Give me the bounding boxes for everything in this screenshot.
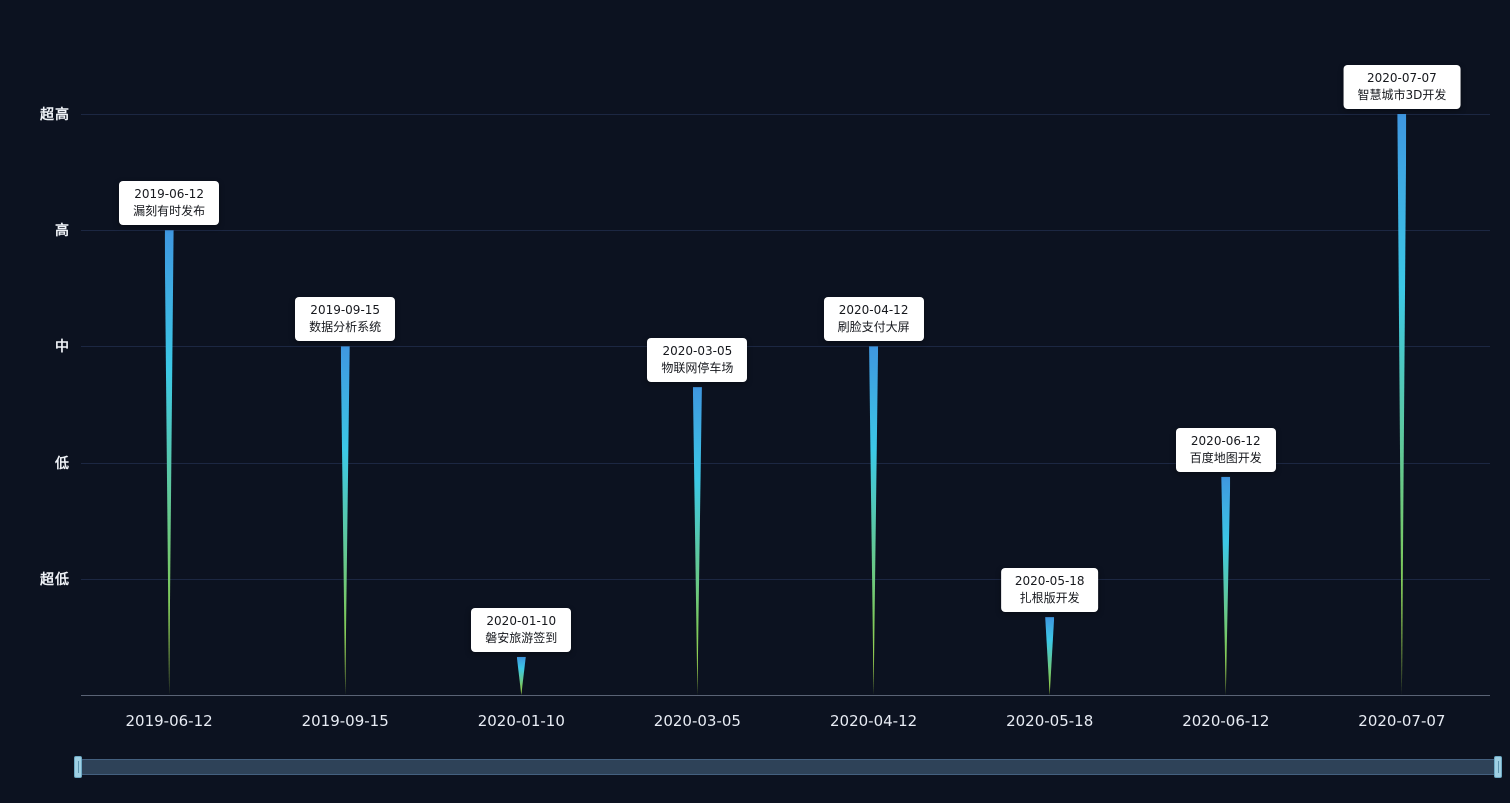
point-label: 2020-07-07 智慧城市3D开发 bbox=[1343, 65, 1461, 109]
data-needle[interactable] bbox=[1397, 114, 1407, 695]
x-axis-label: 2020-04-12 bbox=[830, 712, 918, 730]
point-label-date: 2020-01-10 bbox=[486, 613, 557, 628]
datazoom-right-handle[interactable] bbox=[1494, 756, 1502, 778]
point-label: 2019-06-12 漏刻有时发布 bbox=[119, 181, 220, 226]
point-label-title: 百度地图开发 bbox=[1189, 450, 1262, 465]
point-label: 2020-04-12 刷脸支付大屏 bbox=[823, 297, 924, 342]
point-label-title: 刷脸支付大屏 bbox=[837, 320, 910, 335]
y-axis-label: 低 bbox=[55, 455, 70, 472]
point-label-title: 物联网停车场 bbox=[661, 361, 734, 376]
data-needle[interactable] bbox=[340, 346, 350, 695]
point-label: 2020-01-10 磐安旅游签到 bbox=[471, 607, 572, 652]
point-label-date: 2020-07-07 bbox=[1367, 71, 1437, 85]
data-needle[interactable] bbox=[164, 230, 174, 695]
x-axis-label: 2019-09-15 bbox=[301, 712, 389, 730]
point-label-date: 2019-09-15 bbox=[310, 303, 381, 318]
point-label-title: 数据分析系统 bbox=[309, 320, 382, 335]
point-label: 2019-09-15 数据分析系统 bbox=[295, 297, 396, 342]
x-axis-label: 2020-05-18 bbox=[1006, 712, 1094, 730]
point-label-title: 磐安旅游签到 bbox=[485, 630, 558, 645]
y-axis-label: 超低 bbox=[40, 571, 70, 588]
y-axis-label: 中 bbox=[55, 339, 70, 356]
point-label-title: 扎根版开发 bbox=[1019, 591, 1080, 606]
data-needle[interactable] bbox=[516, 656, 526, 695]
point-label: 2020-05-18 扎根版开发 bbox=[1000, 568, 1099, 613]
gridline bbox=[81, 114, 1490, 115]
gridline bbox=[81, 230, 1490, 232]
point-label: 2020-06-12 百度地图开发 bbox=[1175, 427, 1276, 472]
point-label-date: 2019-06-12 bbox=[134, 187, 204, 202]
gridline bbox=[81, 346, 1490, 348]
point-label-title: 漏刻有时发布 bbox=[133, 204, 206, 219]
x-axis-label: 2020-01-10 bbox=[477, 712, 565, 730]
datazoom-track[interactable] bbox=[81, 759, 1497, 775]
x-axis-line bbox=[81, 695, 1490, 696]
data-needle[interactable] bbox=[1221, 476, 1231, 695]
y-axis-label: 超高 bbox=[40, 107, 70, 123]
point-label-date: 2020-06-12 bbox=[1190, 433, 1261, 448]
datazoom-left-handle[interactable] bbox=[74, 756, 82, 778]
point-label: 2020-03-05 物联网停车场 bbox=[647, 338, 748, 383]
gridline bbox=[81, 462, 1490, 464]
x-axis-label: 2020-03-05 bbox=[653, 712, 741, 730]
point-label-date: 2020-03-05 bbox=[662, 344, 733, 359]
x-axis-label: 2020-07-07 bbox=[1358, 712, 1446, 730]
y-axis-label: 高 bbox=[55, 223, 70, 240]
point-label-date: 2020-05-18 bbox=[1014, 574, 1085, 589]
point-label-date: 2020-04-12 bbox=[838, 303, 909, 318]
data-needle[interactable] bbox=[692, 387, 702, 695]
gridline bbox=[81, 578, 1490, 580]
x-axis-label: 2019-06-12 bbox=[125, 712, 213, 730]
point-label-title: 智慧城市3D开发 bbox=[1357, 88, 1447, 102]
data-needle[interactable] bbox=[1045, 617, 1055, 695]
data-needle[interactable] bbox=[869, 346, 879, 695]
x-axis-label: 2020-06-12 bbox=[1182, 712, 1270, 730]
